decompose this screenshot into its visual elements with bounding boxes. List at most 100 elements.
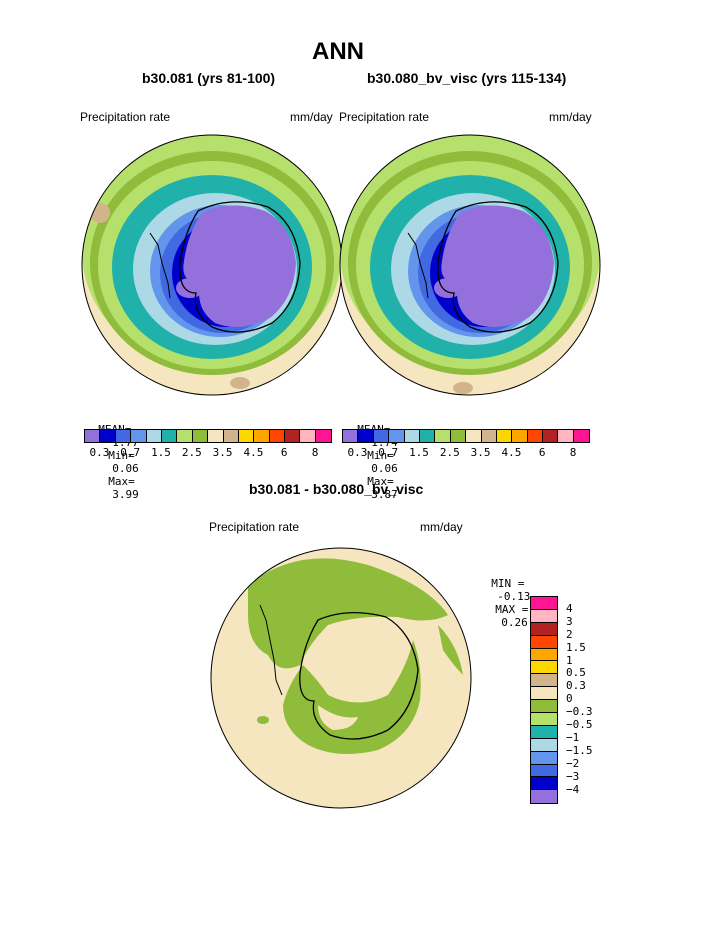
colorbar-swatch [435, 430, 451, 442]
diff-title: b30.081 - b30.080_bv_visc [249, 481, 424, 497]
colorbar-tick-label: 2 [566, 627, 573, 641]
left-colorbar [84, 429, 333, 443]
colorbar-tick-label: 1.5 [151, 446, 171, 459]
colorbar-swatch [531, 713, 557, 726]
right-panel-title: b30.080_bv_visc (yrs 115-134) [367, 70, 567, 86]
diff-colorbar [530, 596, 558, 805]
colorbar-swatch [404, 430, 420, 442]
colorbar-tick-label: 1.5 [409, 446, 429, 459]
diff-units-label: mm/day [420, 520, 463, 534]
colorbar-tick-label: 0.7 [120, 446, 141, 459]
left-units-label: mm/day [290, 110, 333, 124]
colorbar-swatch [192, 430, 209, 442]
diff-stats: MIN = -0.13 MAX = 0.26 [478, 564, 530, 629]
colorbar-swatch [531, 738, 557, 752]
colorbar-swatch [161, 430, 178, 442]
diff-min-label: MIN = [491, 577, 525, 590]
left-min-label: Min= [108, 449, 135, 462]
colorbar-swatch [531, 597, 557, 610]
colorbar-swatch [531, 700, 557, 714]
colorbar-tick-label: 4.5 [501, 446, 522, 459]
colorbar-swatch [531, 777, 557, 791]
colorbar-swatch [389, 430, 405, 442]
left-precip-map [81, 134, 343, 396]
colorbar-tick-label: −3 [566, 769, 580, 783]
left-panel-title: b30.081 (yrs 81-100) [142, 70, 276, 86]
colorbar-swatch [531, 687, 557, 701]
colorbar-swatch [100, 430, 116, 442]
diff-variable-label: Precipitation rate [209, 520, 300, 534]
colorbar-tick-label: 0 [566, 692, 573, 706]
colorbar-swatch [531, 674, 557, 688]
colorbar-swatch [531, 764, 557, 778]
colorbar-tick-label: 1 [566, 653, 573, 667]
right-colorbar-ticks: 0.3 0.7 1.5 2.5 3.5 4.5 6 8 [342, 446, 590, 460]
colorbar-swatch [531, 635, 557, 649]
right-min-label: Min= [367, 449, 394, 462]
right-units-label: mm/day [549, 110, 592, 124]
colorbar-tick-label: 3.5 [212, 446, 233, 459]
colorbar-tick-label: −0.3 [566, 705, 593, 719]
colorbar-tick-label: 2.5 [181, 446, 202, 459]
colorbar-tick-label: 0.3 [89, 446, 110, 459]
colorbar-swatch [531, 725, 557, 739]
colorbar-swatch [131, 430, 147, 442]
colorbar-swatch [558, 430, 574, 442]
colorbar-tick-label: 4.5 [243, 446, 264, 459]
colorbar-tick-label: 0.5 [566, 666, 586, 680]
colorbar-swatch [481, 430, 497, 442]
colorbar-swatch [315, 430, 332, 442]
colorbar-tick-label: 8 [311, 446, 319, 459]
left-colorbar-ticks: 0.3 0.7 1.5 2.5 3.5 4.5 6 8 [84, 446, 332, 460]
diff-precip-map [210, 547, 472, 809]
right-max-value: 3.87 [371, 488, 398, 501]
colorbar-swatch [466, 430, 482, 442]
colorbar-swatch [208, 430, 224, 442]
colorbar-tick-label: 0.3 [347, 446, 368, 459]
colorbar-tick-label: −2 [566, 756, 580, 770]
colorbar-swatch [85, 430, 101, 442]
colorbar-swatch [177, 430, 193, 442]
left-variable-label: Precipitation rate [80, 110, 171, 124]
colorbar-tick-label: 0.7 [378, 446, 399, 459]
colorbar-tick-label: 3 [566, 614, 573, 628]
diff-max-label: MAX = [495, 603, 529, 616]
right-variable-label: Precipitation rate [339, 110, 430, 124]
colorbar-swatch [373, 430, 390, 442]
left-max-label: Max= [108, 475, 135, 488]
colorbar-swatch [285, 430, 301, 442]
colorbar-swatch [573, 430, 590, 442]
colorbar-swatch [115, 430, 132, 442]
colorbar-swatch [531, 661, 557, 675]
colorbar-swatch [531, 622, 557, 636]
colorbar-swatch [531, 790, 557, 804]
right-colorbar [342, 429, 591, 443]
colorbar-swatch [254, 430, 270, 442]
colorbar-tick-label: 6 [538, 446, 546, 459]
diff-min-value: -0.13 [497, 590, 531, 603]
right-precip-map [339, 134, 601, 396]
colorbar-swatch [543, 430, 559, 442]
left-min-value: 0.06 [112, 462, 139, 475]
colorbar-swatch [269, 430, 286, 442]
colorbar-swatch [527, 430, 544, 442]
colorbar-tick-label: 1.5 [566, 640, 586, 654]
colorbar-swatch [343, 430, 359, 442]
colorbar-swatch [223, 430, 239, 442]
colorbar-tick-label: 3.5 [470, 446, 491, 459]
colorbar-tick-label: −1.5 [566, 743, 593, 757]
colorbar-swatch [300, 430, 316, 442]
colorbar-swatch [512, 430, 528, 442]
colorbar-tick-label: 4 [566, 601, 573, 615]
colorbar-swatch [531, 751, 557, 765]
colorbar-swatch [531, 648, 557, 662]
colorbar-tick-label: 2.5 [439, 446, 460, 459]
right-max-label: Max= [367, 475, 394, 488]
colorbar-swatch [450, 430, 467, 442]
colorbar-tick-label: −4 [566, 782, 580, 796]
page-title: ANN [312, 38, 364, 65]
colorbar-swatch [358, 430, 374, 442]
right-min-value: 0.06 [371, 462, 398, 475]
colorbar-swatch [238, 430, 255, 442]
colorbar-tick-label: 6 [280, 446, 288, 459]
